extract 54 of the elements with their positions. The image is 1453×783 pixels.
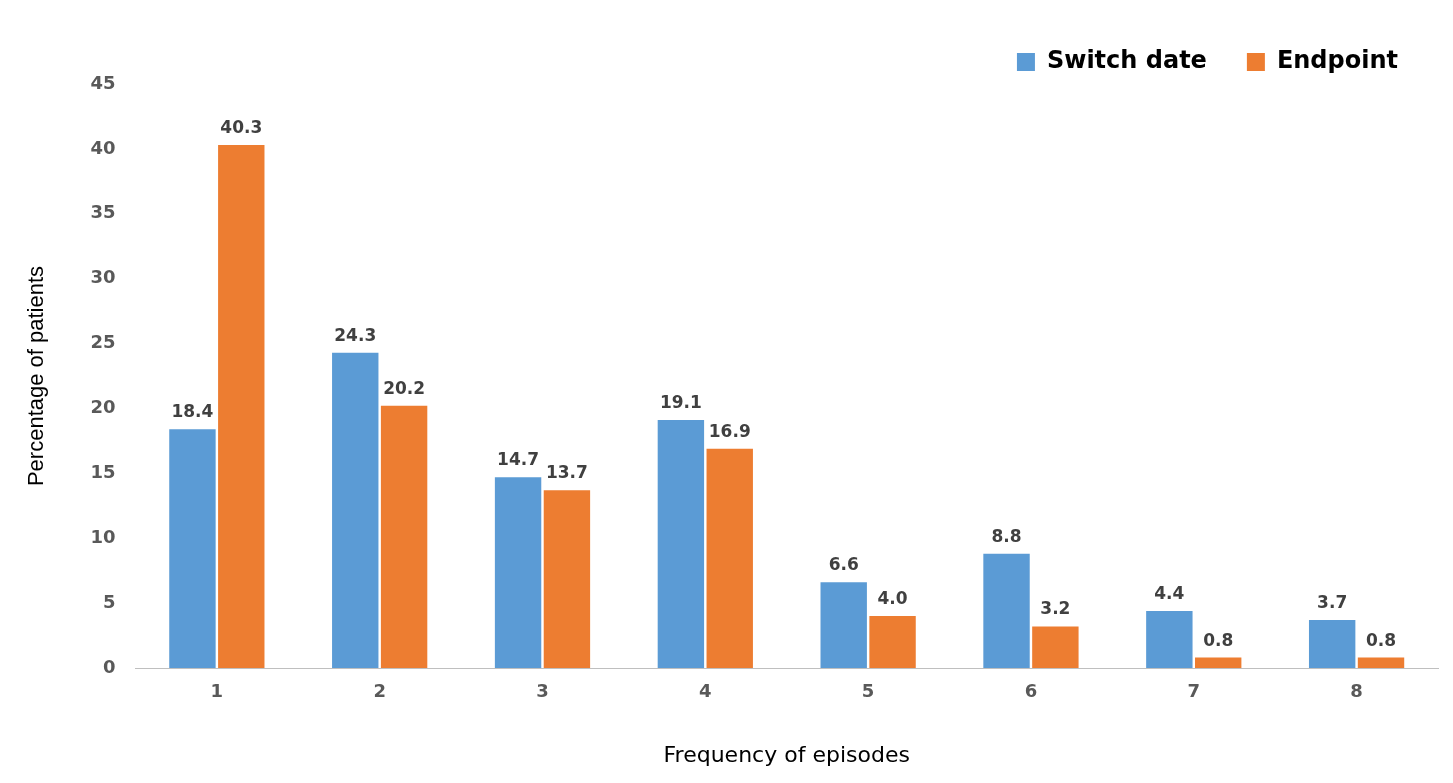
data-label: 14.7 <box>497 449 540 470</box>
x-tick-label: 6 <box>1024 680 1038 702</box>
x-tick-label: 4 <box>699 680 712 702</box>
bar <box>820 582 867 668</box>
data-label: 19.1 <box>659 392 702 413</box>
x-tick-label: 8 <box>1350 680 1363 702</box>
data-label: 3.7 <box>1317 591 1348 612</box>
data-label: 40.3 <box>220 116 263 137</box>
x-tick-label: 5 <box>861 680 875 702</box>
x-tick-label: 1 <box>210 680 224 702</box>
data-label: 0.8 <box>1203 629 1234 650</box>
bar <box>169 429 216 668</box>
data-label: 8.8 <box>991 525 1022 546</box>
x-tick-label: 7 <box>1187 680 1201 702</box>
bar <box>494 477 542 668</box>
bar <box>218 145 265 668</box>
y-axis-title: Percentage of patients <box>23 265 49 487</box>
bar <box>657 420 705 668</box>
bar <box>332 352 379 668</box>
bar <box>869 616 916 668</box>
legend-label: Switch date <box>1046 46 1207 75</box>
bar <box>543 490 591 668</box>
x-tick-label: 3 <box>536 680 549 702</box>
bar <box>380 405 428 668</box>
y-tick-label: 0 <box>102 655 116 677</box>
y-tick-label: 35 <box>90 201 116 223</box>
y-tick-label: 25 <box>90 331 116 353</box>
data-label: 18.4 <box>171 401 214 422</box>
x-axis-title: Frequency of episodes <box>663 741 910 767</box>
bar <box>1194 657 1242 668</box>
data-label: 3.2 <box>1040 598 1071 619</box>
data-label: 13.7 <box>545 462 588 483</box>
y-tick-label: 45 <box>90 71 116 93</box>
y-tick-label: 5 <box>102 590 116 612</box>
data-label: 0.8 <box>1365 629 1397 650</box>
data-label: 6.6 <box>828 554 859 575</box>
x-tick-label: 2 <box>373 680 386 702</box>
legend-label: Endpoint <box>1276 46 1399 75</box>
bar <box>1146 610 1193 668</box>
y-tick-label: 40 <box>90 136 116 158</box>
bar <box>983 553 1030 668</box>
data-label: 20.2 <box>383 377 426 398</box>
data-label: 16.9 <box>708 420 751 441</box>
bar <box>1357 657 1405 668</box>
bar <box>1308 619 1356 668</box>
y-tick-label: 20 <box>90 396 116 418</box>
data-label: 4.0 <box>877 588 908 609</box>
data-label: 4.4 <box>1154 582 1185 603</box>
y-tick-label: 10 <box>90 525 116 547</box>
y-tick-label: 30 <box>90 266 116 288</box>
y-tick-label: 15 <box>90 461 116 483</box>
data-label: 24.3 <box>334 324 377 345</box>
bar <box>706 448 753 668</box>
bar <box>1032 626 1079 668</box>
